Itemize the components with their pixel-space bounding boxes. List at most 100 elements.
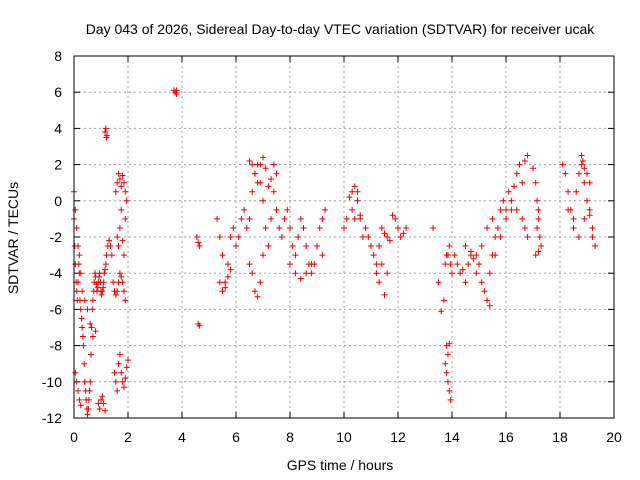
data-point (357, 212, 364, 219)
data-point (484, 224, 491, 231)
data-point (508, 206, 515, 213)
data-point (581, 215, 588, 222)
data-point (519, 215, 526, 222)
data-point (100, 400, 107, 407)
data-point (373, 270, 380, 277)
data-point (260, 252, 266, 259)
data-point (486, 270, 493, 277)
data-point (481, 288, 488, 295)
data-point (303, 243, 310, 250)
data-point (224, 273, 231, 280)
data-point (370, 252, 377, 259)
data-point (81, 378, 88, 385)
data-point (89, 297, 96, 304)
data-point (581, 165, 588, 172)
data-point (373, 261, 380, 268)
data-point (224, 261, 231, 268)
axis-ticks: 0 2 4 6 8 10 12 14 16 18 20 -12 -10 -8 -6 -4 -2 0 2 4 6 8 (42, 48, 622, 445)
data-point (400, 230, 407, 237)
data-point (73, 224, 80, 231)
data-point (430, 224, 437, 231)
data-point (570, 215, 577, 222)
data-point (219, 252, 226, 259)
data-point (497, 206, 504, 213)
data-point (489, 215, 496, 222)
data-point (102, 407, 109, 414)
data-point (115, 243, 122, 250)
data-point (114, 179, 121, 186)
data-point (508, 197, 515, 204)
data-point (260, 154, 266, 161)
x-tick-label: 20 (606, 429, 622, 445)
data-point (107, 243, 114, 250)
data-point (196, 243, 203, 250)
data-point (81, 297, 88, 304)
data-point (511, 183, 518, 190)
data-point (270, 188, 277, 195)
data-point (96, 405, 103, 412)
data-point (492, 252, 499, 259)
y-tick-label: -2 (50, 229, 63, 245)
data-point (75, 387, 82, 394)
data-point (473, 252, 480, 259)
y-tick-label: -4 (50, 265, 63, 281)
data-point (586, 212, 593, 219)
data-point (341, 224, 347, 231)
data-point (319, 252, 326, 259)
data-point (79, 324, 86, 331)
data-point (362, 224, 369, 231)
data-point (76, 252, 83, 259)
data-point (243, 224, 250, 231)
data-point (592, 243, 599, 250)
data-point (73, 288, 80, 295)
y-tick-label: 4 (54, 120, 62, 136)
x-tick-label: 14 (444, 429, 460, 445)
data-point (478, 279, 485, 286)
data-point (85, 405, 92, 412)
y-tick-label: -8 (50, 338, 63, 354)
data-point (108, 252, 115, 259)
data-point (465, 261, 472, 268)
data-point (578, 161, 585, 168)
data-point (446, 387, 453, 394)
data-point (75, 261, 82, 268)
data-point (260, 197, 266, 204)
plot-frame (73, 55, 615, 419)
data-point (233, 243, 239, 250)
data-point (102, 261, 109, 268)
data-point (85, 396, 92, 403)
data-point (73, 378, 80, 385)
data-point (119, 237, 126, 244)
data-point (118, 206, 125, 213)
data-point (122, 297, 129, 304)
data-point (120, 384, 127, 391)
data-point (116, 351, 123, 358)
data-point (78, 315, 85, 322)
data-point (222, 284, 229, 291)
data-point (249, 188, 256, 195)
data-point (216, 234, 223, 240)
data-point (444, 378, 451, 385)
data-point (193, 234, 200, 240)
data-point (297, 215, 304, 222)
data-point (246, 261, 253, 268)
data-point (94, 284, 101, 291)
data-point (534, 197, 541, 204)
data-point (86, 387, 93, 394)
data-point (536, 234, 543, 240)
data-point (308, 270, 315, 277)
data-point (532, 179, 539, 186)
data-point (87, 320, 94, 327)
data-point (351, 183, 358, 190)
data-point (443, 369, 450, 376)
data-point (492, 234, 499, 240)
data-point (376, 243, 383, 250)
data-point (292, 270, 299, 277)
data-point (75, 279, 82, 286)
data-point (112, 378, 119, 385)
data-point (322, 206, 329, 213)
data-point (524, 152, 531, 159)
data-point (216, 279, 223, 286)
data-point (343, 215, 350, 222)
data-point (102, 129, 109, 136)
